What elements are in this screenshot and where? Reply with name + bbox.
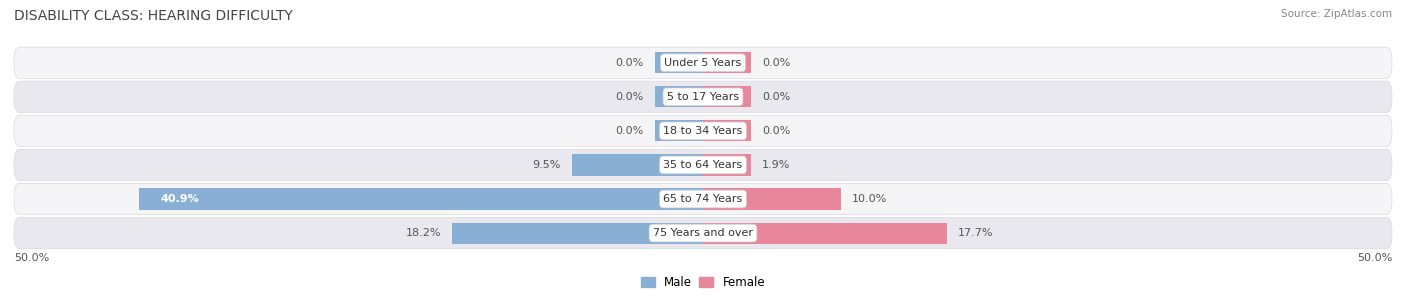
Text: 65 to 74 Years: 65 to 74 Years [664,194,742,204]
Text: 50.0%: 50.0% [14,253,49,263]
Text: DISABILITY CLASS: HEARING DIFFICULTY: DISABILITY CLASS: HEARING DIFFICULTY [14,9,292,23]
Text: 0.0%: 0.0% [616,92,644,102]
Text: 0.0%: 0.0% [762,92,790,102]
Text: 50.0%: 50.0% [1357,253,1392,263]
Text: 9.5%: 9.5% [533,160,561,170]
FancyBboxPatch shape [14,47,1392,78]
FancyBboxPatch shape [14,183,1392,215]
FancyBboxPatch shape [14,217,1392,249]
Bar [703,120,751,142]
Text: 35 to 64 Years: 35 to 64 Years [664,160,742,170]
Bar [139,188,703,210]
Text: 10.0%: 10.0% [852,194,887,204]
FancyBboxPatch shape [14,115,1392,147]
Text: 18 to 34 Years: 18 to 34 Years [664,126,742,136]
Text: 40.9%: 40.9% [160,194,198,204]
Text: Under 5 Years: Under 5 Years [665,58,741,68]
Bar [703,52,751,73]
Text: 0.0%: 0.0% [762,58,790,68]
Text: 17.7%: 17.7% [957,228,994,238]
Bar [572,154,703,175]
Text: 5 to 17 Years: 5 to 17 Years [666,92,740,102]
Text: 75 Years and over: 75 Years and over [652,228,754,238]
Bar [655,86,703,107]
Text: 0.0%: 0.0% [616,58,644,68]
Text: 1.9%: 1.9% [762,160,790,170]
Bar [655,52,703,73]
Bar [453,223,703,244]
Bar [703,86,751,107]
Bar [655,120,703,142]
Bar [703,188,841,210]
Text: Source: ZipAtlas.com: Source: ZipAtlas.com [1281,9,1392,19]
Text: 0.0%: 0.0% [616,126,644,136]
FancyBboxPatch shape [14,81,1392,113]
FancyBboxPatch shape [14,149,1392,181]
Bar [703,154,751,175]
Legend: Male, Female: Male, Female [641,276,765,289]
Text: 18.2%: 18.2% [406,228,441,238]
Bar [703,223,946,244]
Text: 0.0%: 0.0% [762,126,790,136]
